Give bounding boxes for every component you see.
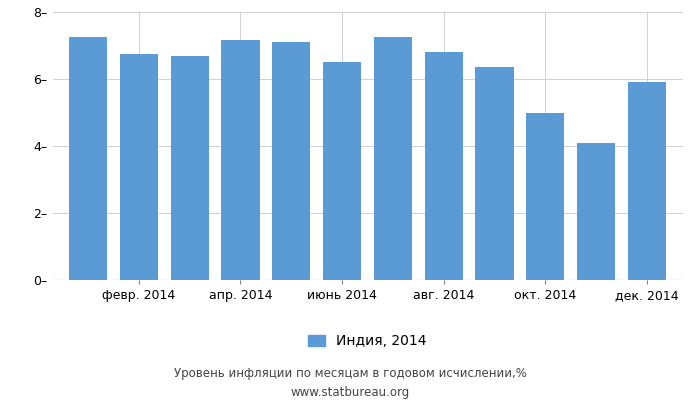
Bar bbox=[272, 42, 310, 280]
Bar bbox=[425, 52, 463, 280]
Bar bbox=[577, 143, 615, 280]
Bar bbox=[323, 62, 361, 280]
Bar bbox=[171, 56, 209, 280]
Bar bbox=[628, 82, 666, 280]
Text: Уровень инфляции по месяцам в годовом исчислении,%: Уровень инфляции по месяцам в годовом ис… bbox=[174, 368, 526, 380]
Bar bbox=[475, 67, 514, 280]
Bar bbox=[221, 40, 260, 280]
Bar bbox=[69, 37, 107, 280]
Text: www.statbureau.org: www.statbureau.org bbox=[290, 386, 410, 399]
Bar bbox=[374, 37, 412, 280]
Bar bbox=[526, 112, 564, 280]
Legend: Индия, 2014: Индия, 2014 bbox=[302, 327, 433, 355]
Bar bbox=[120, 54, 158, 280]
